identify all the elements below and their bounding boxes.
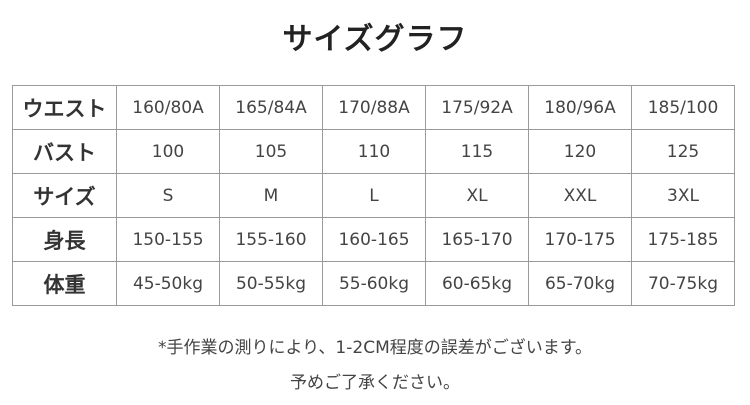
table-cell: 150-155 [116, 217, 220, 262]
table-cell: 170-175 [528, 217, 632, 262]
table-cell: 180/96A [528, 85, 632, 130]
table-cell: XL [425, 173, 529, 218]
table-cell: 160-165 [322, 217, 426, 262]
row-header: ウエスト [12, 85, 117, 130]
table-cell: S [116, 173, 220, 218]
table-cell: 100 [116, 129, 220, 174]
table-cell: 45-50kg [116, 261, 220, 306]
table-cell: 155-160 [219, 217, 323, 262]
table-cell: XXL [528, 173, 632, 218]
table-row: 身長 150-155 155-160 160-165 165-170 170-175 175… [12, 217, 735, 262]
table-cell: 175/92A [425, 85, 529, 130]
table-cell: 3XL [631, 173, 735, 218]
table-cell: 70-75kg [631, 261, 735, 306]
table-cell: 160/80A [116, 85, 220, 130]
table-cell: 165-170 [425, 217, 529, 262]
row-header: 身長 [12, 217, 117, 262]
row-header: 体重 [12, 261, 117, 306]
table-row: 体重 45-50kg 50-55kg 55-60kg 60-65kg 65-70kg 70-… [12, 261, 735, 306]
note-line-2: 予めご了承ください。 [290, 373, 460, 393]
table-cell: 60-65kg [425, 261, 529, 306]
table-row: バスト 100 105 110 115 120 125 [12, 129, 735, 174]
table-cell: 175-185 [631, 217, 735, 262]
page-title: サイズグラフ [282, 22, 468, 57]
table-cell: 50-55kg [219, 261, 323, 306]
table-cell: 165/84A [219, 85, 323, 130]
table-cell: 55-60kg [322, 261, 426, 306]
note-line-1: *手作業の測りにより、1-2CM程度の誤差がございます。 [157, 338, 593, 358]
table-cell: 170/88A [322, 85, 426, 130]
table-row: ウエスト 160/80A 165/84A 170/88A 175/92A 180/96A 1… [12, 85, 735, 130]
table-cell: 120 [528, 129, 632, 174]
table-cell: 115 [425, 129, 529, 174]
table-cell: M [219, 173, 323, 218]
table-cell: L [322, 173, 426, 218]
table-cell: 185/100 [631, 85, 735, 130]
row-header: サイズ [12, 173, 117, 218]
table-cell: 105 [219, 129, 323, 174]
table-cell: 110 [322, 129, 426, 174]
table-cell: 125 [631, 129, 735, 174]
table-row: サイズ S M L XL XXL 3XL [12, 173, 735, 218]
row-header: バスト [12, 129, 117, 174]
size-table: ウエスト 160/80A 165/84A 170/88A 175/92A 180/96A 1… [12, 85, 735, 306]
table-cell: 65-70kg [528, 261, 632, 306]
